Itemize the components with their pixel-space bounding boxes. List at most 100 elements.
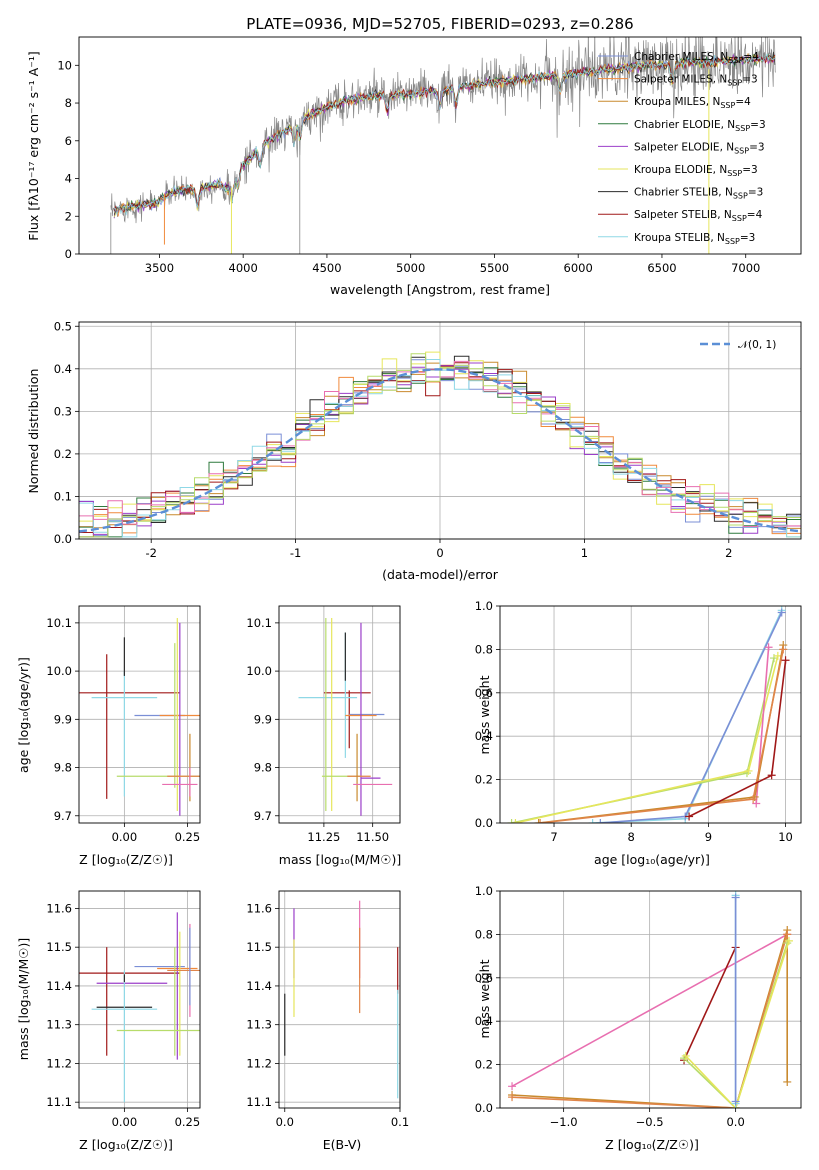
mass-weight-marker [685, 812, 694, 821]
y-tick-label: 11.1 [246, 1095, 272, 1109]
legend-sub: SSP [734, 146, 749, 155]
mass-weight-marker [752, 799, 761, 808]
y-tick-label: 0.4 [54, 362, 72, 376]
y-tick-label: 0.4 [475, 1014, 493, 1028]
y-tick-label: 10.0 [46, 664, 72, 678]
mass-weight-marker [767, 771, 776, 780]
mw-age-ylabel: mass weight [477, 675, 492, 754]
x-tick-label: 11.25 [307, 830, 340, 844]
legend-suffix: =4 [735, 96, 751, 108]
y-tick-label: 9.9 [254, 712, 272, 726]
gaussian-curve [79, 368, 801, 533]
y-tick-label: 11.6 [246, 901, 272, 915]
mass_weight_vs_age-frame [499, 605, 802, 824]
residual-histogram [79, 353, 801, 538]
x-tick-label: 3500 [145, 261, 174, 275]
mass-weight-marker [749, 795, 758, 804]
y-tick-label: 0 [65, 247, 72, 261]
x-tick-label: 5500 [480, 261, 509, 275]
mass-weight-line [592, 609, 783, 823]
legend-suffix: =4 [747, 209, 763, 221]
mass-weight-line [511, 934, 788, 1108]
y-tick-label: 10 [57, 58, 72, 72]
mass_vs_Z-frame [78, 890, 201, 1109]
mass_weight_vs_age-plot-area [507, 606, 790, 823]
mass-weight-marker [508, 1082, 517, 1091]
spectrum-axes: 3500 4000 4500 5000 5500 6000 6500 7000 0 2 4 6 8 10 [57, 58, 760, 275]
y-tick-label: 0.2 [475, 773, 493, 787]
mass-weight-line [538, 644, 784, 823]
spectrum-plot-area [110, 37, 777, 254]
mass_weight_vs_Z-frame [499, 890, 802, 1109]
legend-name: Salpeter ELODIE, N [634, 141, 734, 153]
legend-suffix: =3 [740, 232, 755, 244]
y-tick-label: 0.2 [54, 447, 72, 461]
x-tick-label: 11.50 [356, 830, 389, 844]
mw-z-xlabel: Z [log₁₀(Z/Z☉)] [605, 1137, 699, 1152]
y-tick-label: 8 [65, 96, 72, 110]
y-tick-label: 0.0 [54, 532, 72, 546]
y-tick-label: 2 [65, 209, 72, 223]
mass-weight-marker [784, 936, 793, 945]
y-tick-label: 0.3 [54, 404, 72, 418]
residuals-xlabel: (data-model)/error [382, 567, 499, 582]
age-vs-z-panel: Z [log₁₀(Z/Z☉)] age [log₁₀(age/yr)] [16, 657, 173, 867]
legend-name: Salpeter STELIB, N [634, 209, 732, 221]
mass-weight-line [685, 940, 790, 1108]
spectrum-frame [78, 36, 802, 255]
y-tick-label: 0.8 [475, 927, 493, 941]
mass-vs-ebv-panel: E(B-V) [323, 1137, 362, 1152]
mass-weight-marker [783, 1077, 792, 1086]
legend-label: Chabrier STELIB, NSSP=3 [634, 187, 763, 201]
legend-suffix: =3 [748, 187, 763, 199]
y-tick-label: 0.2 [475, 1058, 493, 1072]
x-tick-label: 7000 [731, 261, 760, 275]
mass-weight-line [511, 933, 788, 1088]
age-vs-mass-panel: mass [log₁₀(M/M☉)] [279, 852, 401, 867]
legend-suffix: =3 [742, 164, 757, 176]
legend-name: Kroupa ELODIE, N [634, 164, 727, 176]
mass-weight-marker [731, 893, 740, 902]
x-tick-label: 0.00 [112, 1115, 138, 1129]
legend-suffix: =3 [742, 74, 757, 86]
legend-label: Kroupa ELODIE, NSSP=3 [634, 164, 758, 178]
mass-ebv-xlabel: E(B-V) [323, 1137, 362, 1152]
y-tick-label: 11.1 [46, 1095, 72, 1109]
x-tick-label: 5000 [396, 261, 425, 275]
y-tick-label: 11.5 [46, 940, 72, 954]
y-tick-label: 0.6 [475, 971, 493, 985]
x-tick-label: 10 [778, 830, 793, 844]
legend-label: Kroupa MILES, NSSP=4 [634, 96, 751, 110]
residuals-axes: -2 -1 0 1 2 0.0 0.1 0.2 0.3 0.4 0.5 [54, 319, 801, 560]
mass_vs_Z-plot-area [79, 912, 200, 1103]
mass-weight-marker [744, 766, 753, 775]
mass-weight-marker [596, 819, 605, 823]
x-tick-label: 8 [628, 830, 635, 844]
mass-weight-marker [764, 643, 773, 652]
legend-label: Salpeter ELODIE, NSSP=3 [634, 141, 765, 155]
mass-weight-marker [731, 1097, 740, 1106]
x-tick-label: −1.0 [550, 1115, 578, 1129]
x-tick-label: 4000 [229, 261, 258, 275]
y-tick-label: 11.6 [46, 901, 72, 915]
legend-sub: SSP [720, 101, 735, 110]
legend-label: Salpeter MILES, NSSP=3 [634, 74, 758, 88]
legend-sub: SSP [728, 56, 743, 65]
x-tick-label: 0 [436, 546, 443, 560]
legend-name: Chabrier STELIB, N [634, 187, 733, 199]
mw-z-ylabel: mass weight [477, 959, 492, 1038]
y-tick-label: 11.3 [246, 1018, 272, 1032]
legend-sub: SSP [727, 169, 742, 178]
residuals-plot-area [79, 351, 801, 538]
legend-suffix: =3 [749, 141, 764, 153]
spectrum-title: PLATE=0936, MJD=52705, FIBERID=0293, z=0… [246, 15, 633, 33]
residuals-panel: (data-model)/error Normed distribution [26, 369, 499, 582]
residual-legend: 𝒩(0, 1) [700, 339, 776, 351]
x-tick-label: 2 [725, 546, 732, 560]
age-z-xlabel: Z [log₁₀(Z/Z☉)] [79, 852, 173, 867]
mw-age-xlabel: age [log₁₀(age/yr)] [594, 852, 710, 867]
x-tick-label: 9 [705, 830, 712, 844]
legend-name: Salpeter MILES, N [634, 74, 727, 86]
y-tick-label: 1.0 [475, 884, 493, 898]
